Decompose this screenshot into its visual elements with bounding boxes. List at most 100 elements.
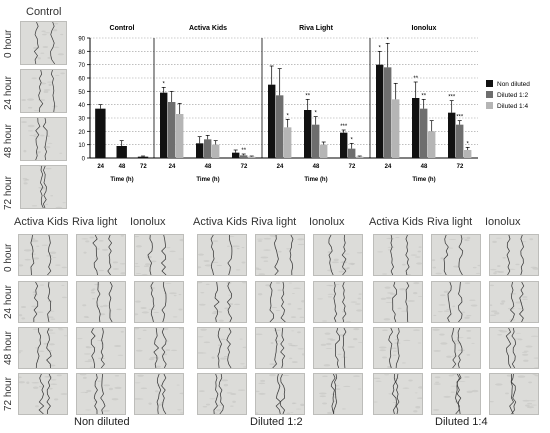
bottom-micrograph-0-2-2: [134, 327, 184, 369]
bar-1-1-1: [204, 139, 212, 158]
bottom-micrograph-1-2-0: [313, 234, 363, 276]
bottom-micrograph-2-1-1: [431, 281, 481, 323]
bar-0-0-2: [137, 156, 149, 158]
bar-1-1-2: [240, 155, 248, 158]
x-tick-label-2-0: 24: [277, 164, 284, 170]
bottom-group-caption-0: Non diluted: [74, 416, 130, 428]
x-tick-label-3-2: 72: [457, 164, 464, 170]
migration-bar-chart: 0 10 20 30 40 50 60 70 80 90 Control Time (h) 24 48 72…: [78, 25, 530, 183]
bar-1-2-1: [212, 144, 220, 158]
panel-title-0: Control: [110, 25, 135, 32]
bottom-col-label-0-0: Activa Kids: [14, 216, 69, 228]
bar-3-2-1: [428, 131, 436, 158]
bar-2-2-1: [320, 144, 328, 158]
bottom-micrograph-2-0-1: [373, 281, 423, 323]
x-tick-label-1-0: 24: [169, 164, 176, 170]
bar-2-2-2: [356, 156, 364, 158]
bottom-micrograph-0-0-1: [18, 281, 68, 323]
significance-2-2-0: *: [287, 113, 290, 119]
bottom-micrograph-0-0-3: [18, 373, 68, 415]
significance-2-1-2: *: [351, 137, 354, 143]
bottom-micrograph-1-1-0: [255, 234, 305, 276]
bottom-micrograph-0-0-2: [18, 327, 68, 369]
significance-3-0-0: *: [379, 45, 382, 51]
control-row-label-3: 72 hour: [3, 176, 14, 210]
bottom-micrograph-0-2-1: [134, 281, 184, 323]
bar-0-0-0: [95, 108, 106, 158]
bottom-micrograph-1-2-2: [313, 327, 363, 369]
bottom-col-label-1-2: Ionolux: [309, 216, 345, 228]
bottom-col-label-1-1: Riva light: [251, 216, 297, 228]
bottom-col-label-1-0: Activa Kids: [193, 216, 248, 228]
bottom-col-label-2-1: Riva light: [427, 216, 473, 228]
bar-0-0-1: [116, 146, 127, 158]
bottom-row-label-2: 48 hour: [3, 331, 14, 365]
bar-3-1-2: [456, 124, 464, 158]
bar-3-1-0: [384, 67, 392, 158]
significance-3-1-0: *: [387, 37, 390, 43]
bar-1-0-0: [160, 92, 168, 158]
legend-label-0: Non diluted: [497, 81, 530, 88]
x-tick-label-3-0: 24: [385, 164, 392, 170]
control-row-label-1: 24 hour: [3, 76, 14, 110]
legend-label-2: Diluted 1:4: [497, 103, 528, 110]
x-tick-label-2-1: 48: [313, 164, 320, 170]
control-micrograph-1: [20, 69, 67, 113]
bar-1-2-0: [176, 114, 184, 158]
bottom-micrograph-2-2-3: [489, 373, 539, 415]
significance-3-2-2: *: [467, 141, 470, 147]
bottom-micrograph-1-0-1: [197, 281, 247, 323]
bottom-micrograph-2-0-3: [373, 373, 423, 415]
significance-2-0-1: **: [305, 93, 310, 99]
x-axis-label-0: Time (h): [110, 177, 133, 183]
panel-title-3: Ionolux: [412, 25, 437, 32]
bar-2-1-0: [276, 95, 284, 158]
y-tick-label-1: 10: [78, 143, 85, 149]
bottom-micrograph-0-2-3: [134, 373, 184, 415]
bar-3-0-2: [448, 112, 456, 158]
bottom-micrograph-0-1-3: [76, 373, 126, 415]
bottom-micrograph-1-1-1: [255, 281, 305, 323]
x-tick-label-1-1: 48: [205, 164, 212, 170]
bar-1-0-2: [232, 152, 240, 158]
y-tick-label-2: 20: [78, 130, 85, 136]
legend-swatch-0: [486, 80, 493, 87]
y-tick-label-6: 60: [78, 77, 85, 83]
bottom-micrograph-2-2-2: [489, 327, 539, 369]
y-tick-label-8: 80: [78, 50, 85, 56]
control-title: Control: [26, 6, 62, 18]
bottom-micrograph-1-0-3: [197, 373, 247, 415]
bottom-micrograph-2-0-2: [373, 327, 423, 369]
significance-1-1-2: **: [241, 148, 246, 154]
bar-3-2-2: [464, 150, 472, 158]
bar-1-1-0: [168, 102, 176, 158]
bottom-micrograph-0-1-0: [76, 234, 126, 276]
bottom-micrograph-0-2-0: [134, 234, 184, 276]
bottom-micrograph-2-2-1: [489, 281, 539, 323]
bottom-micrograph-0-1-1: [76, 281, 126, 323]
bottom-group-caption-2: Diluted 1:4: [435, 416, 488, 428]
bottom-micrograph-1-2-1: [313, 281, 363, 323]
significance-2-1-1: *: [315, 111, 318, 117]
bottom-col-label-0-1: Riva light: [72, 216, 118, 228]
bottom-row-label-3: 72 hour: [3, 377, 14, 411]
x-tick-label-2-2: 72: [349, 164, 356, 170]
bottom-micrograph-0-1-2: [76, 327, 126, 369]
bottom-micrograph-1-1-2: [255, 327, 305, 369]
bar-2-0-1: [304, 110, 312, 158]
bottom-micrograph-1-0-0: [197, 234, 247, 276]
bottom-micrograph-2-1-3: [431, 373, 481, 415]
bar-3-0-1: [412, 98, 420, 158]
bar-3-1-1: [420, 108, 428, 158]
bottom-col-label-2-0: Activa Kids: [369, 216, 424, 228]
y-tick-label-3: 30: [78, 117, 85, 123]
x-tick-label-0-0: 24: [97, 164, 104, 170]
control-micrograph-0: [20, 21, 67, 65]
control-micrograph-2: [20, 117, 67, 161]
bar-3-2-0: [392, 99, 400, 158]
x-axis-label-3: Time (h): [412, 177, 435, 183]
bar-2-0-0: [268, 84, 276, 158]
significance-1-0-0: *: [163, 81, 166, 87]
x-tick-label-0-1: 48: [119, 164, 126, 170]
x-tick-label-1-2: 72: [241, 164, 248, 170]
